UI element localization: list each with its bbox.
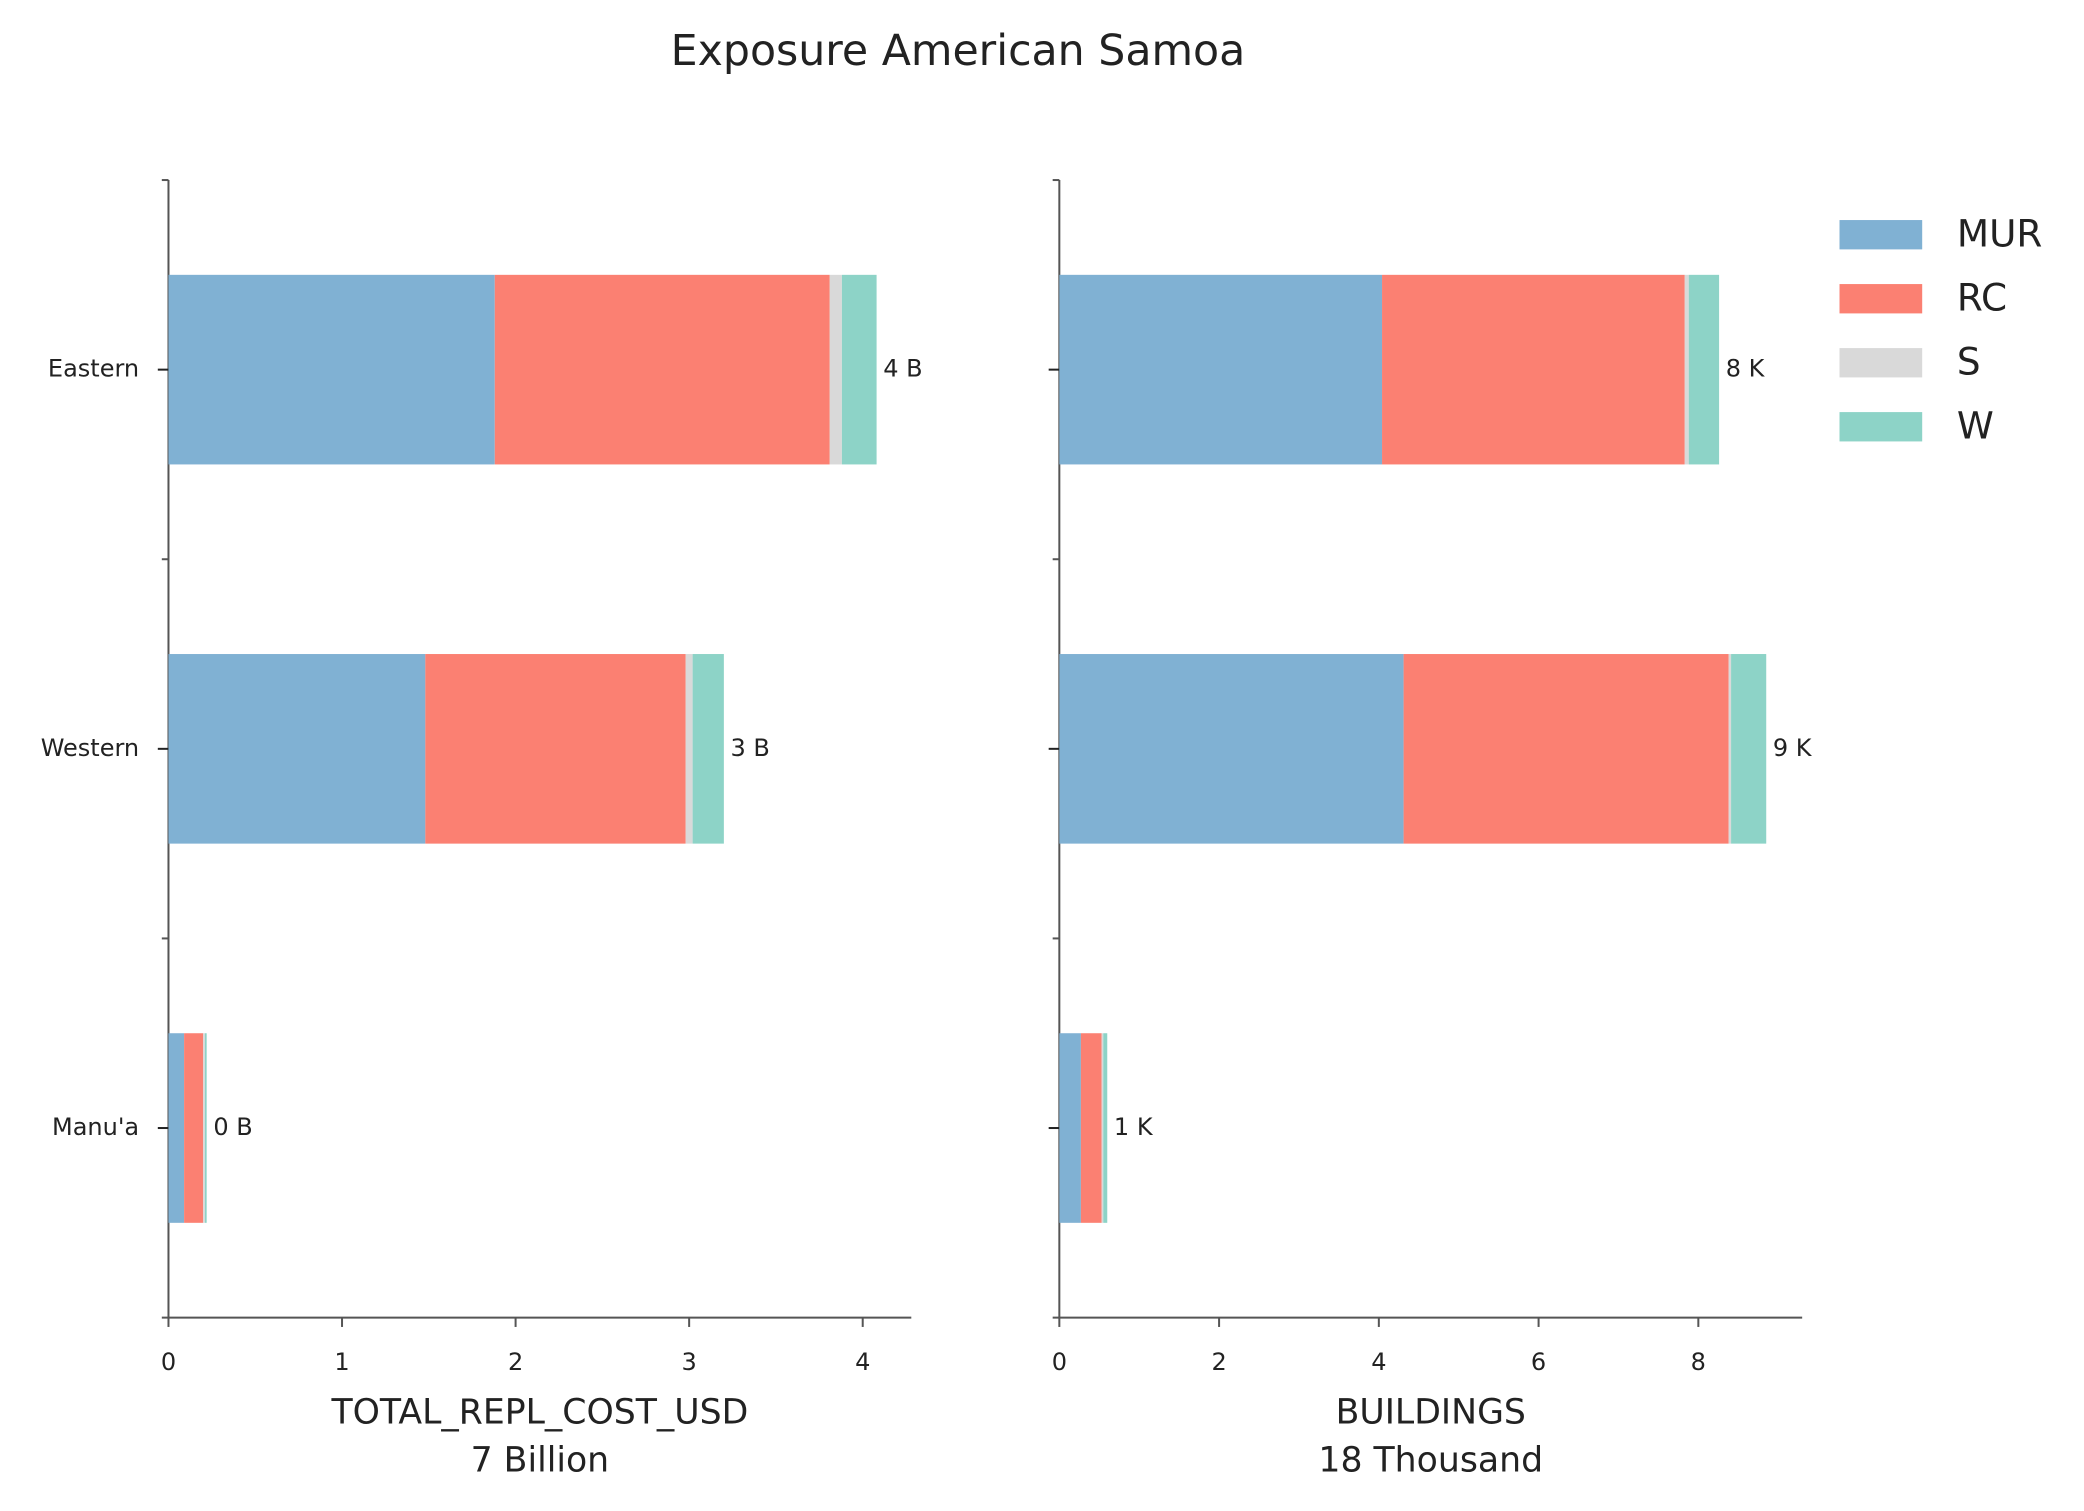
bar-segment <box>1103 1033 1108 1223</box>
bar-segment <box>1728 654 1732 844</box>
x-axis-label: BUILDINGS <box>1336 1393 1526 1433</box>
total-label: 1 K <box>1114 1113 1154 1141</box>
total-label: 9 K <box>1773 734 1813 762</box>
bar-segment <box>685 654 693 844</box>
legend-swatch <box>1839 412 1923 442</box>
bar-segment <box>841 274 877 465</box>
bar-segment <box>184 1033 204 1223</box>
x-tick-label: 4 <box>1371 1348 1386 1376</box>
legend-label: S <box>1957 340 1981 384</box>
bar-segment <box>1731 654 1767 844</box>
bar-segment <box>1059 654 1404 844</box>
legend-label: W <box>1957 404 1994 448</box>
bar-segment <box>204 1033 207 1223</box>
x-tick-label: 0 <box>1052 1348 1067 1376</box>
bar-segment <box>692 654 724 844</box>
bar-segment <box>1101 1033 1104 1223</box>
x-tick-label: 1 <box>334 1348 349 1376</box>
x-tick-label: 4 <box>855 1348 870 1376</box>
legend-label: RC <box>1957 276 2007 320</box>
bar-segment <box>1059 274 1383 465</box>
total-label: 8 K <box>1726 355 1766 383</box>
bar-segment <box>1684 274 1689 465</box>
bar-segment <box>168 654 426 844</box>
y-tick-label: Manu'a <box>52 1113 139 1141</box>
x-axis-label: TOTAL_REPL_COST_USD <box>330 1393 748 1433</box>
x-tick-label: 6 <box>1531 1348 1546 1376</box>
bar-segment <box>1688 274 1720 465</box>
x-tick-label: 3 <box>682 1348 697 1376</box>
bar-segment <box>168 1033 185 1223</box>
bar-segment <box>829 274 842 465</box>
x-tick-label: 8 <box>1691 1348 1706 1376</box>
legend-swatch <box>1839 284 1923 314</box>
x-tick-label: 0 <box>161 1348 176 1376</box>
total-label: 0 B <box>213 1113 252 1141</box>
x-tick-label: 2 <box>1211 1348 1226 1376</box>
bar-segment <box>1080 1033 1102 1223</box>
total-label: 4 B <box>883 355 922 383</box>
x-axis-label: 18 Thousand <box>1318 1441 1543 1481</box>
bar-segment <box>168 274 495 465</box>
legend-label: MUR <box>1957 212 2042 256</box>
x-tick-label: 2 <box>508 1348 523 1376</box>
bar-segment <box>1382 274 1685 465</box>
legend-swatch <box>1839 348 1923 378</box>
y-tick-label: Eastern <box>48 355 139 383</box>
bar-segment <box>203 1033 205 1223</box>
bar-segment <box>1403 654 1729 844</box>
legend-swatch <box>1839 220 1923 250</box>
x-axis-label: 7 Billion <box>471 1441 610 1481</box>
y-tick-label: Western <box>41 734 139 762</box>
bar-segment <box>425 654 686 844</box>
bar-segment <box>494 274 830 465</box>
total-label: 3 B <box>731 734 770 762</box>
chart-title: Exposure American Samoa <box>671 26 1246 76</box>
bar-segment <box>1059 1033 1081 1223</box>
